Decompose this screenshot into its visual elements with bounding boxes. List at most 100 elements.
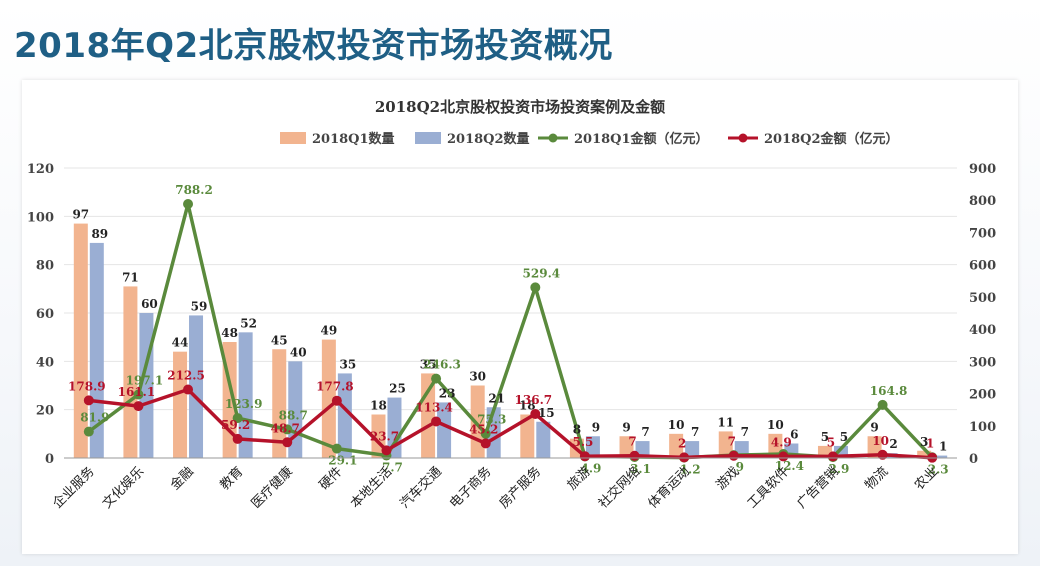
point-q1-amount [133,389,144,400]
bar-label-q2-count: 7 [691,425,699,439]
bar-label-q1-count: 5 [821,430,829,444]
point-label-q1-amount: 164.8 [870,384,908,398]
legend-label-q1-amount: 2018Q1金额（亿元） [574,131,709,147]
bar-q2-count [685,441,700,458]
bar-label-q2-count: 1 [939,440,947,454]
category-label: 电子商务 [446,464,494,512]
point-label-q2-amount: 23.7 [370,429,399,443]
category-label: 体育运动 [645,464,693,512]
bar-label-q2-count: 25 [389,382,406,396]
point-q2-amount [331,395,342,406]
left-tick-label: 80 [36,259,54,274]
point-label-q1-amount: 788.2 [175,183,213,197]
bar-q1-count [520,414,535,458]
page-title: 2018年Q2北京股权投资市场投资概况 [14,26,613,66]
point-label-q1-amount: 88.7 [279,408,308,422]
bar-q1-count [718,431,733,458]
right-axis: 0 100 200 300 400 500 600 700 800 900 [969,162,996,467]
category-label: 房产服务 [496,464,544,512]
point-q1-amount [877,399,888,410]
point-q2-amount [778,451,789,462]
legend-label-q1-count: 2018Q1数量 [312,131,395,147]
legend-marker-q2-amount [738,133,748,143]
point-q1-amount [480,428,491,439]
bar-label-q1-count: 97 [72,208,89,222]
point-label-q2-amount: 48.7 [271,421,300,435]
bar-q2-count [437,402,452,458]
line-q2-amount [88,387,933,460]
bar-label-q1-count: 9 [622,420,630,434]
bar-q2-count [238,332,253,458]
point-label-q2-amount: 178.9 [68,379,106,393]
bar-label-q2-count: 35 [340,357,357,371]
category-label: 医疗健康 [248,464,296,512]
bar-label-q2-count: 7 [641,425,649,439]
point-label-q2-amount: 177.8 [316,380,354,394]
bar-label-q1-count: 10 [767,418,784,432]
chart-title: 2018Q2北京股权投资市场投资案例及金额 [375,98,665,116]
point-label-q2-amount: 161.1 [118,385,156,399]
left-tick-label: 60 [36,307,54,322]
point-label-q1-amount: 529.4 [523,266,561,280]
right-tick-label: 100 [969,420,996,435]
bar-label-q2-count: 6 [790,428,798,442]
bar-labels: 9789716044594852454049351825352330211815… [72,208,947,454]
point-q2-amount [877,449,888,460]
point-q1-amount [530,282,541,293]
bar-q1-count [173,351,188,458]
bar-q2-count [933,455,948,458]
bar-label-q1-count: 11 [717,415,734,429]
right-tick-label: 200 [969,388,996,403]
point-label-q1-amount: 12.4 [775,459,804,473]
point-q1-amount [282,424,293,435]
bar-label-q2-count: 40 [290,345,307,359]
right-tick-label: 500 [969,291,996,306]
category-label: 汽车交通 [397,464,445,512]
left-tick-label: 120 [27,162,54,177]
point-q2-amount [679,452,690,463]
point-q2-amount [530,408,541,419]
bar-label-q2-count: 5 [840,430,848,444]
right-tick-label: 800 [969,194,996,209]
left-axis: 0 20 40 60 80 100 120 [27,162,54,467]
bar-q2-count [189,315,204,458]
category-label: 本地生活 [348,464,395,511]
bar-q2-count [536,421,551,458]
point-label-q2-amount: 5.5 [572,435,593,449]
left-tick-label: 100 [27,210,54,225]
bar-q1-count [867,436,882,458]
bar-q1-count [619,436,634,458]
point-q2-amount [282,437,293,448]
category-label: 工具软件 [745,464,792,511]
bar-label-q1-count: 35 [420,357,437,371]
bar-label-q1-count: 49 [321,324,338,338]
point-q2-amount [480,438,491,449]
bar-label-q2-count: 59 [191,299,208,313]
point-label-q1-amount: 2.3 [928,462,949,476]
bar-label-q1-count: 8 [573,423,581,437]
point-label-q2-amount: 7 [628,435,636,449]
bar-label-q1-count: 18 [519,399,536,413]
category-label: 社交网络 [595,464,643,512]
bar-label-q2-count: 15 [538,406,555,420]
bar-label-q2-count: 9 [592,420,600,434]
point-q2-amount [232,433,243,444]
combo-chart: 2018Q2北京股权投资市场投资案例及金额 2018Q1数量 2018Q2数量 … [27,98,996,512]
bar-label-q1-count: 3 [920,435,928,449]
point-q1-amount [431,373,442,384]
bar-label-q2-count: 2 [889,437,897,451]
bar-label-q2-count: 7 [741,425,749,439]
point-q2-amount [431,416,442,427]
bar-q1-count [123,286,138,458]
bar-label-q2-count: 21 [488,391,505,405]
bar-q1-count [669,433,684,458]
category-label: 企业服务 [50,464,98,512]
point-q2-amount [183,384,194,395]
category-label: 物流 [862,464,891,493]
right-tick-label: 300 [969,355,996,370]
right-tick-label: 400 [969,323,996,338]
point-label-q1-amount: 29.1 [328,454,357,468]
bar-label-q1-count: 9 [870,420,878,434]
point-label-q2-amount: 45.2 [469,422,498,436]
legend: 2018Q1数量 2018Q2数量 2018Q1金额（亿元） 2018Q2金额（… [280,131,899,147]
